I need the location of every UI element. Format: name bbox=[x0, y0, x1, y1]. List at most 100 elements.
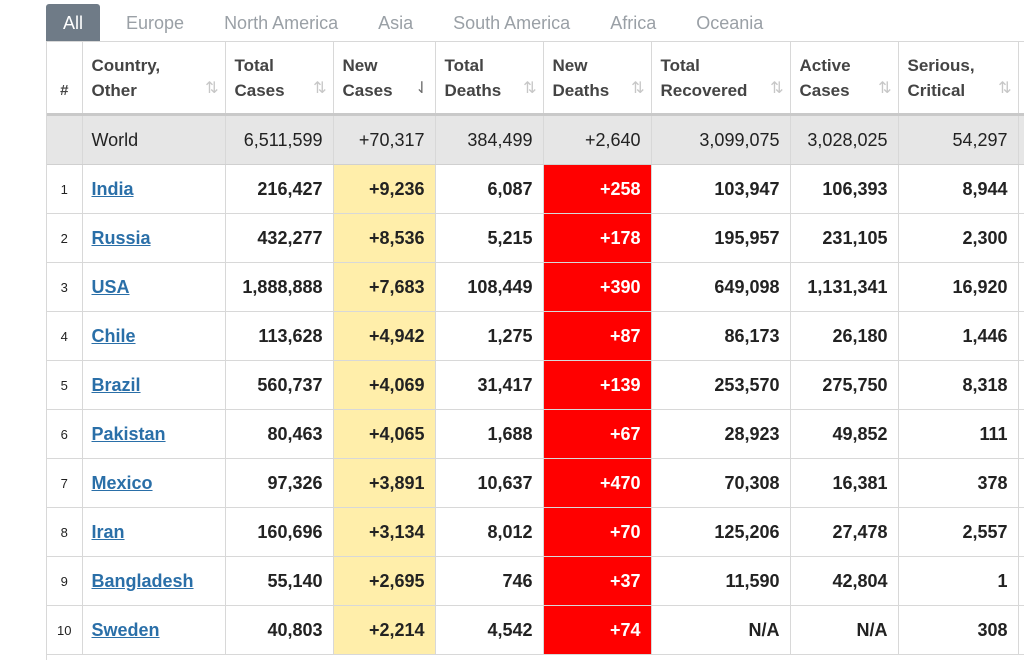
sort-active-icon[interactable]: ⇃ bbox=[415, 80, 428, 97]
country-cell: Pakistan bbox=[82, 409, 226, 459]
header-total-cases-line1: Total bbox=[234, 55, 274, 75]
sort-icon[interactable]: ⇅ bbox=[998, 80, 1011, 97]
row-index: 3 bbox=[47, 262, 83, 312]
active-cases-cell: 27,478 bbox=[790, 507, 899, 557]
total-deaths-cell: 1,275 bbox=[435, 311, 544, 361]
table-row: 5 Brazil 560,737 +4,069 31,417 +139 253,570 275… bbox=[47, 360, 1024, 410]
header-active-cases-line2: Cases bbox=[799, 80, 850, 100]
tab-north-america[interactable]: North America bbox=[224, 13, 339, 33]
new-deaths-cell: +70 bbox=[543, 507, 652, 557]
total-cases-cell: 160,696 bbox=[225, 507, 334, 557]
world-country: World bbox=[82, 113, 226, 165]
new-deaths-cell: +258 bbox=[543, 164, 652, 214]
total-cases-cell: 1,888,888 bbox=[225, 262, 334, 312]
sort-icon[interactable]: ⇅ bbox=[631, 80, 644, 97]
country-link[interactable]: Bangladesh bbox=[91, 570, 194, 591]
header-new-deaths-line2: Deaths bbox=[552, 80, 610, 100]
country-link[interactable]: USA bbox=[91, 276, 130, 297]
header-active-cases-line1: Active bbox=[799, 55, 851, 75]
row-overflow bbox=[1018, 213, 1024, 263]
country-cell: Bangladesh bbox=[82, 556, 226, 606]
world-overflow bbox=[1018, 113, 1024, 165]
new-cases-cell: +7,683 bbox=[333, 262, 436, 312]
header-serious-critical[interactable]: Serious, Critical ⇅ bbox=[898, 41, 1019, 115]
total-cases-cell: 55,140 bbox=[225, 556, 334, 606]
country-cell: Mexico bbox=[82, 458, 226, 508]
world-active-cases: 3,028,025 bbox=[790, 113, 899, 165]
sort-icon[interactable]: ⇅ bbox=[205, 80, 218, 97]
country-cell: Brazil bbox=[82, 360, 226, 410]
total-deaths-cell: 6,087 bbox=[435, 164, 544, 214]
tab-oceania[interactable]: Oceania bbox=[696, 13, 764, 33]
new-cases-cell: +9,236 bbox=[333, 164, 436, 214]
tab-europe[interactable]: Europe bbox=[126, 13, 185, 33]
new-deaths-cell: +67 bbox=[543, 409, 652, 459]
serious-critical-cell: 8,944 bbox=[898, 164, 1019, 214]
serious-critical-cell: 378 bbox=[898, 458, 1019, 508]
header-total-deaths[interactable]: Total Deaths ⇅ bbox=[435, 41, 544, 115]
table-row: 8 Iran 160,696 +3,134 8,012 +70 125,206 27,478 2… bbox=[47, 507, 1024, 557]
world-new-cases: +70,317 bbox=[333, 113, 436, 165]
total-recovered-cell: 125,206 bbox=[651, 507, 791, 557]
row-overflow bbox=[1018, 507, 1024, 557]
new-cases-cell: +3,134 bbox=[333, 507, 436, 557]
table-row: 9 Bangladesh 55,140 +2,695 746 +37 11,590 42,80… bbox=[47, 556, 1024, 606]
total-recovered-cell: 103,947 bbox=[651, 164, 791, 214]
tab-all[interactable]: All bbox=[46, 4, 101, 42]
sort-icon[interactable]: ⇅ bbox=[878, 80, 891, 97]
world-total-cases: 6,511,599 bbox=[225, 113, 334, 165]
world-index bbox=[47, 113, 83, 165]
country-link[interactable]: Pakistan bbox=[91, 423, 166, 444]
total-recovered-cell: 86,173 bbox=[651, 311, 791, 361]
header-country[interactable]: Country, Other ⇅ bbox=[82, 41, 226, 115]
total-deaths-cell: 4,542 bbox=[435, 605, 544, 655]
world-row: World 6,511,599 +70,317 384,499 +2,640 3… bbox=[47, 113, 1024, 165]
table-row: 4 Chile 113,628 +4,942 1,275 +87 86,173 26,180 1… bbox=[47, 311, 1024, 361]
header-active-cases[interactable]: Active Cases ⇅ bbox=[790, 41, 899, 115]
total-recovered-cell: 28,923 bbox=[651, 409, 791, 459]
table-row: 6 Pakistan 80,463 +4,065 1,688 +67 28,923 49,85… bbox=[47, 409, 1024, 459]
tab-asia[interactable]: Asia bbox=[378, 13, 414, 33]
header-total-recovered-line1: Total bbox=[660, 55, 700, 75]
country-link[interactable]: India bbox=[91, 178, 134, 199]
row-index: 1 bbox=[47, 164, 83, 214]
country-link[interactable]: Iran bbox=[91, 521, 125, 542]
header-new-deaths-line1: New bbox=[552, 55, 588, 75]
header-new-deaths[interactable]: New Deaths ⇅ bbox=[543, 41, 652, 115]
active-cases-cell: 231,105 bbox=[790, 213, 899, 263]
world-total-deaths: 384,499 bbox=[435, 113, 544, 165]
country-link[interactable]: Russia bbox=[91, 227, 151, 248]
new-cases-cell: +4,942 bbox=[333, 311, 436, 361]
table-row: 7 Mexico 97,326 +3,891 10,637 +470 70,308 16,38… bbox=[47, 458, 1024, 508]
row-index: 5 bbox=[47, 360, 83, 410]
country-link[interactable]: Chile bbox=[91, 325, 136, 346]
header-new-cases[interactable]: New Cases ⇃ bbox=[333, 41, 436, 115]
header-total-cases[interactable]: Total Cases ⇅ bbox=[225, 41, 334, 115]
header-serious-critical-line1: Serious, bbox=[907, 55, 975, 75]
serious-critical-cell: 111 bbox=[898, 409, 1019, 459]
country-cell: India bbox=[82, 164, 226, 214]
country-link[interactable]: Sweden bbox=[91, 619, 160, 640]
table-row: 2 Russia 432,277 +8,536 5,215 +178 195,957 231,… bbox=[47, 213, 1024, 263]
total-deaths-cell: 31,417 bbox=[435, 360, 544, 410]
total-recovered-cell: 11,590 bbox=[651, 556, 791, 606]
sort-icon[interactable]: ⇅ bbox=[313, 80, 326, 97]
active-cases-cell: 42,804 bbox=[790, 556, 899, 606]
sort-icon[interactable]: ⇅ bbox=[523, 80, 536, 97]
country-cell: USA bbox=[82, 262, 226, 312]
row-index: 4 bbox=[47, 311, 83, 361]
new-deaths-cell: +37 bbox=[543, 556, 652, 606]
row-overflow bbox=[1018, 262, 1024, 312]
new-deaths-cell: +87 bbox=[543, 311, 652, 361]
country-link[interactable]: Brazil bbox=[91, 374, 141, 395]
total-deaths-cell: 8,012 bbox=[435, 507, 544, 557]
sort-icon[interactable]: ⇅ bbox=[770, 80, 783, 97]
country-cell: Russia bbox=[82, 213, 226, 263]
header-total-recovered-line2: Recovered bbox=[660, 80, 748, 100]
active-cases-cell: 26,180 bbox=[790, 311, 899, 361]
country-link[interactable]: Mexico bbox=[91, 472, 153, 493]
header-total-recovered[interactable]: Total Recovered ⇅ bbox=[651, 41, 791, 115]
new-deaths-cell: +74 bbox=[543, 605, 652, 655]
tab-south-america[interactable]: South America bbox=[453, 13, 571, 33]
tab-africa[interactable]: Africa bbox=[610, 13, 657, 33]
